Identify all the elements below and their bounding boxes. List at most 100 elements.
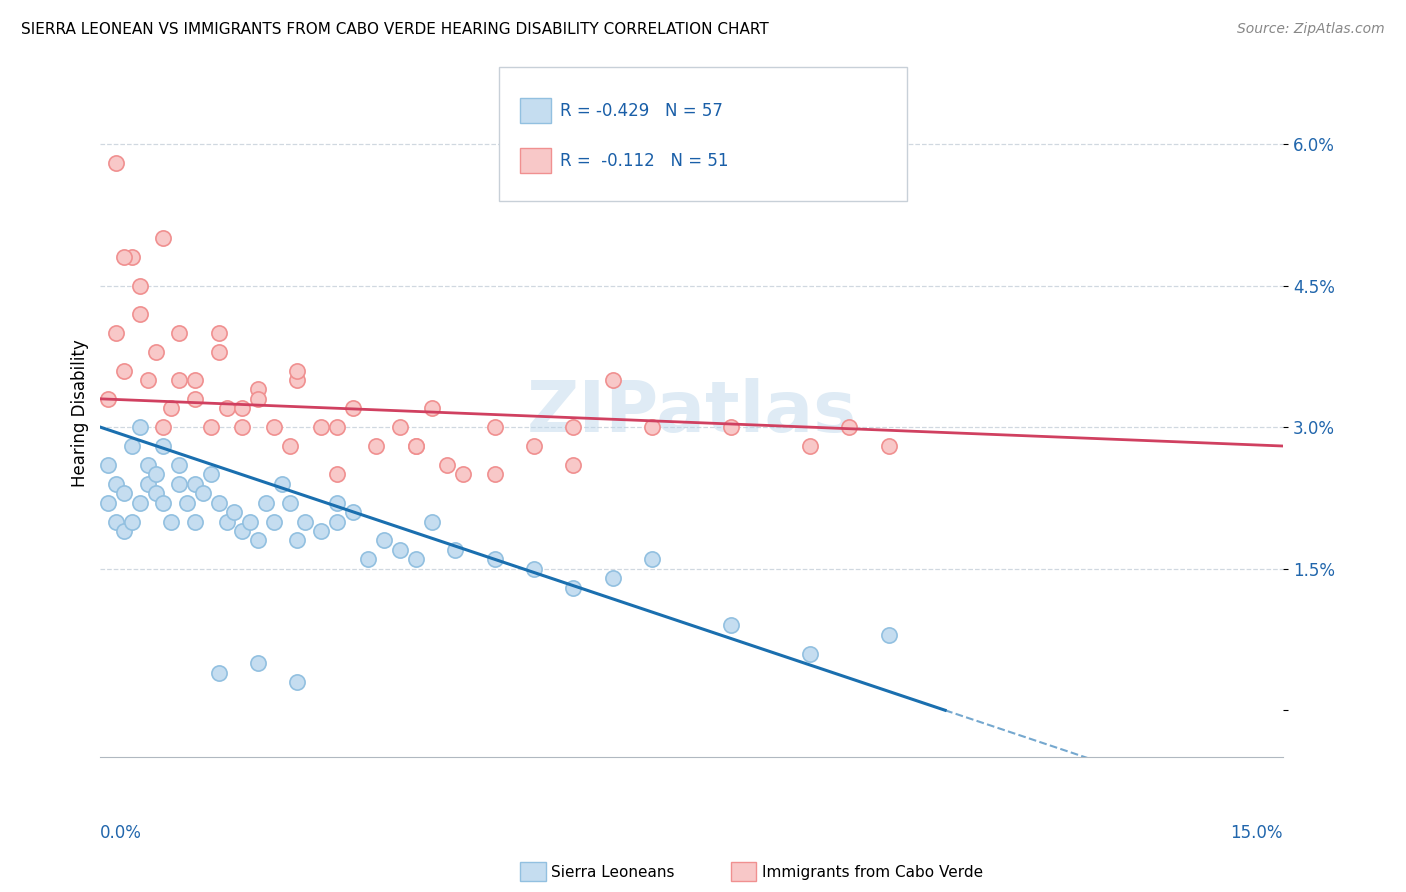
Y-axis label: Hearing Disability: Hearing Disability <box>72 339 89 487</box>
Point <box>97 458 120 472</box>
Text: Source: ZipAtlas.com: Source: ZipAtlas.com <box>1237 22 1385 37</box>
Point <box>200 467 222 482</box>
Point <box>278 496 301 510</box>
Point <box>309 524 332 538</box>
Point <box>167 326 190 340</box>
Point <box>136 458 159 472</box>
Point <box>373 533 395 548</box>
Point <box>128 307 150 321</box>
Point <box>207 326 229 340</box>
Point <box>405 552 427 566</box>
Point <box>184 392 207 406</box>
Point <box>121 250 143 264</box>
Point <box>720 420 742 434</box>
Text: 15.0%: 15.0% <box>1230 823 1284 841</box>
Point <box>184 373 207 387</box>
Point <box>388 420 411 434</box>
Point <box>121 515 143 529</box>
Point <box>160 401 183 416</box>
Point <box>200 420 222 434</box>
Point <box>231 420 253 434</box>
Point <box>877 439 900 453</box>
Point <box>326 420 349 434</box>
Point <box>184 515 207 529</box>
Point <box>287 533 309 548</box>
Point <box>105 156 128 170</box>
Point <box>207 344 229 359</box>
Point <box>342 401 364 416</box>
Point <box>231 401 253 416</box>
Point <box>247 656 270 670</box>
Point <box>641 552 664 566</box>
Point <box>294 515 316 529</box>
Point <box>287 363 309 377</box>
Point <box>112 363 135 377</box>
Point <box>97 392 120 406</box>
Point <box>97 496 120 510</box>
Point <box>105 476 128 491</box>
Point <box>207 665 229 680</box>
Point <box>136 476 159 491</box>
Point <box>270 476 292 491</box>
Text: Sierra Leoneans: Sierra Leoneans <box>551 865 675 880</box>
Point <box>167 458 190 472</box>
Point <box>136 373 159 387</box>
Point <box>602 571 624 585</box>
Point <box>562 458 585 472</box>
Point <box>105 326 128 340</box>
Point <box>451 467 474 482</box>
Point <box>112 524 135 538</box>
Point <box>877 628 900 642</box>
Point <box>287 675 309 690</box>
Point <box>152 496 174 510</box>
Point <box>562 420 585 434</box>
Point <box>191 486 214 500</box>
Point <box>121 439 143 453</box>
Point <box>105 515 128 529</box>
Text: 0.0%: 0.0% <box>100 823 142 841</box>
Point <box>799 439 821 453</box>
Point <box>562 581 585 595</box>
Point <box>278 439 301 453</box>
Point <box>215 515 238 529</box>
Point <box>128 420 150 434</box>
Point <box>128 278 150 293</box>
Point <box>145 344 167 359</box>
Point <box>838 420 860 434</box>
Point <box>523 439 546 453</box>
Point <box>309 420 332 434</box>
Point <box>176 496 198 510</box>
Point <box>436 458 458 472</box>
Point <box>247 392 270 406</box>
Point <box>444 542 467 557</box>
Point <box>523 562 546 576</box>
Text: R =  -0.112   N = 51: R = -0.112 N = 51 <box>560 152 728 169</box>
Point <box>484 467 506 482</box>
Point <box>247 383 270 397</box>
Point <box>160 515 183 529</box>
Text: Immigrants from Cabo Verde: Immigrants from Cabo Verde <box>762 865 983 880</box>
Text: R = -0.429   N = 57: R = -0.429 N = 57 <box>560 102 723 120</box>
Point <box>112 250 135 264</box>
Point <box>128 496 150 510</box>
Point <box>342 505 364 519</box>
Point <box>357 552 380 566</box>
Point <box>263 420 285 434</box>
Point <box>326 496 349 510</box>
Point <box>602 373 624 387</box>
Point <box>263 515 285 529</box>
Point <box>420 401 443 416</box>
Point <box>167 373 190 387</box>
Point <box>215 401 238 416</box>
Point <box>167 476 190 491</box>
Text: SIERRA LEONEAN VS IMMIGRANTS FROM CABO VERDE HEARING DISABILITY CORRELATION CHAR: SIERRA LEONEAN VS IMMIGRANTS FROM CABO V… <box>21 22 769 37</box>
Point <box>152 420 174 434</box>
Point <box>112 486 135 500</box>
Point <box>799 647 821 661</box>
Point <box>641 420 664 434</box>
Point <box>145 486 167 500</box>
Point <box>405 439 427 453</box>
Point <box>152 231 174 245</box>
Text: ZIPatlas: ZIPatlas <box>527 378 856 448</box>
Point <box>231 524 253 538</box>
